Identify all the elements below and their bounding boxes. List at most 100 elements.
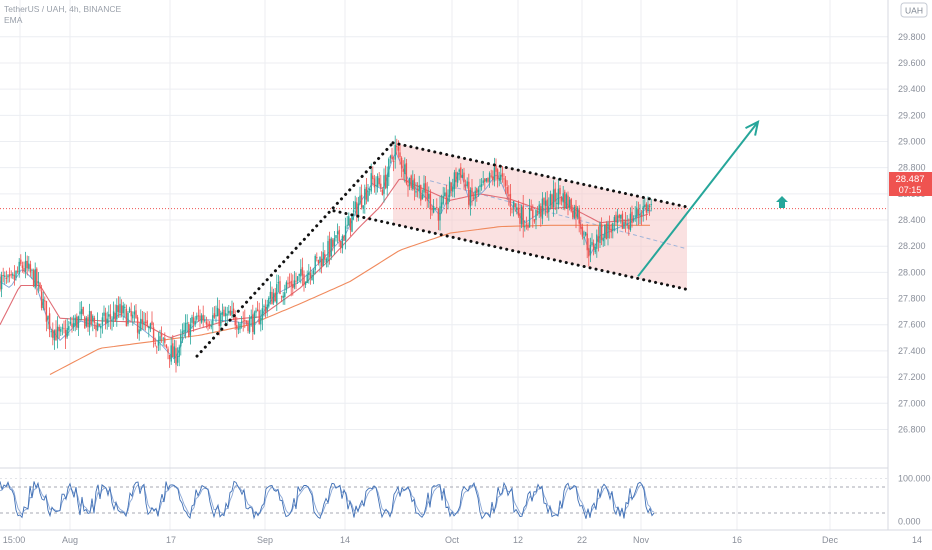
candle-body bbox=[266, 304, 268, 311]
candle-body bbox=[68, 326, 70, 330]
candle-body bbox=[162, 337, 164, 339]
candle-body bbox=[170, 345, 172, 362]
candle-body bbox=[71, 323, 73, 328]
candle-body bbox=[263, 306, 265, 308]
candle-body bbox=[272, 293, 275, 303]
candle-body bbox=[568, 199, 571, 208]
channel-lower-line[interactable] bbox=[332, 209, 689, 291]
candle-body bbox=[296, 276, 299, 281]
candle-body bbox=[220, 313, 222, 326]
candle-body bbox=[24, 260, 27, 272]
candle-body bbox=[175, 348, 177, 365]
candle-body bbox=[159, 336, 161, 341]
candle-body bbox=[580, 224, 582, 229]
candle-body bbox=[252, 314, 254, 332]
candle-body bbox=[82, 307, 84, 315]
candle-body bbox=[647, 204, 649, 212]
candle-body bbox=[624, 220, 627, 224]
candle-body bbox=[391, 154, 393, 159]
candle-body bbox=[482, 180, 484, 184]
candle-body bbox=[167, 348, 169, 353]
candle-body bbox=[328, 238, 331, 258]
candle-body bbox=[480, 184, 483, 187]
candle-body bbox=[564, 191, 566, 209]
candle-body bbox=[450, 182, 452, 192]
bullish-arrow-head[interactable] bbox=[745, 120, 760, 136]
candle-body bbox=[589, 244, 592, 256]
candle-body bbox=[312, 270, 315, 274]
last-price-value: 28.487 bbox=[895, 174, 924, 185]
candle-body bbox=[389, 155, 392, 159]
candle-body bbox=[205, 321, 208, 325]
indicator-label[interactable]: EMA bbox=[4, 15, 23, 25]
candle-body bbox=[242, 320, 244, 322]
candle-body bbox=[330, 238, 332, 257]
time-tick-label: 14 bbox=[340, 535, 350, 545]
candle-body bbox=[199, 315, 201, 321]
channel-upper-line[interactable] bbox=[391, 141, 689, 209]
candle-body bbox=[484, 178, 486, 183]
candle-body bbox=[468, 181, 470, 205]
candle-body bbox=[0, 275, 3, 290]
price-tick-label: 27.000 bbox=[898, 398, 926, 408]
bullish-arrow-shaft[interactable] bbox=[637, 121, 759, 277]
candle-body bbox=[306, 274, 308, 284]
candle-body bbox=[66, 327, 68, 337]
candle-body bbox=[431, 208, 433, 211]
candle-body bbox=[32, 270, 35, 287]
up-arrow-icon[interactable] bbox=[776, 196, 788, 209]
price-tick-label: 29.800 bbox=[898, 32, 926, 42]
candle-body bbox=[554, 188, 556, 202]
osc-main-line bbox=[0, 480, 655, 520]
candle-body bbox=[84, 316, 86, 329]
currency-badge[interactable]: UAH bbox=[900, 2, 928, 18]
candle-body bbox=[565, 194, 568, 209]
candle-body bbox=[525, 224, 528, 226]
oscillator-axis[interactable]: 100.000 0.000 bbox=[898, 473, 931, 526]
candle-body bbox=[418, 185, 420, 191]
candle-body bbox=[645, 203, 648, 213]
candle-body bbox=[165, 344, 168, 348]
candle-body bbox=[412, 180, 414, 190]
candle-body bbox=[18, 261, 20, 275]
candle-body bbox=[317, 259, 320, 264]
drawings[interactable] bbox=[195, 120, 788, 358]
price-tick-label: 28.000 bbox=[898, 267, 926, 277]
price-tick-label: 27.600 bbox=[898, 320, 926, 330]
time-tick-label: Sep bbox=[257, 535, 273, 545]
candle-body bbox=[410, 175, 412, 188]
rising-trendline[interactable] bbox=[195, 141, 395, 358]
candle-body bbox=[495, 165, 497, 172]
candle-body bbox=[204, 319, 206, 322]
candle-body bbox=[216, 307, 219, 317]
candle-body bbox=[164, 338, 166, 343]
candle-body bbox=[493, 167, 496, 182]
candle-body bbox=[188, 323, 190, 338]
candle-body bbox=[381, 189, 384, 196]
candle-body bbox=[333, 238, 336, 247]
candle-body bbox=[608, 224, 611, 231]
candle-body bbox=[548, 207, 550, 212]
candle-body bbox=[253, 312, 256, 335]
candle-body bbox=[394, 145, 396, 160]
candle-body bbox=[90, 311, 92, 325]
candle-body bbox=[20, 259, 22, 265]
time-axis[interactable]: 15:00 Aug 17 Sep 14 Oct 12 22 Nov 16 Dec 14 bbox=[3, 535, 922, 545]
candle-body bbox=[172, 343, 174, 358]
time-tick-label: Aug bbox=[62, 535, 78, 545]
candle-body bbox=[546, 199, 548, 214]
candle-body bbox=[141, 319, 144, 323]
symbol-title[interactable]: TetherUS / UAH, 4h, BINANCE bbox=[4, 4, 121, 14]
candle-body bbox=[7, 275, 9, 278]
candle-body bbox=[284, 292, 286, 298]
candle-body bbox=[428, 193, 430, 199]
candle-body bbox=[96, 322, 99, 331]
candle-body bbox=[285, 282, 288, 291]
candle-body bbox=[471, 187, 473, 197]
candle-body bbox=[311, 274, 313, 281]
candle-body bbox=[202, 314, 204, 321]
candle-body bbox=[405, 163, 408, 184]
candle-body bbox=[538, 204, 540, 214]
